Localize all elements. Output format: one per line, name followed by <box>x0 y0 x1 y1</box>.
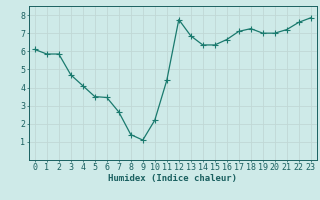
X-axis label: Humidex (Indice chaleur): Humidex (Indice chaleur) <box>108 174 237 183</box>
